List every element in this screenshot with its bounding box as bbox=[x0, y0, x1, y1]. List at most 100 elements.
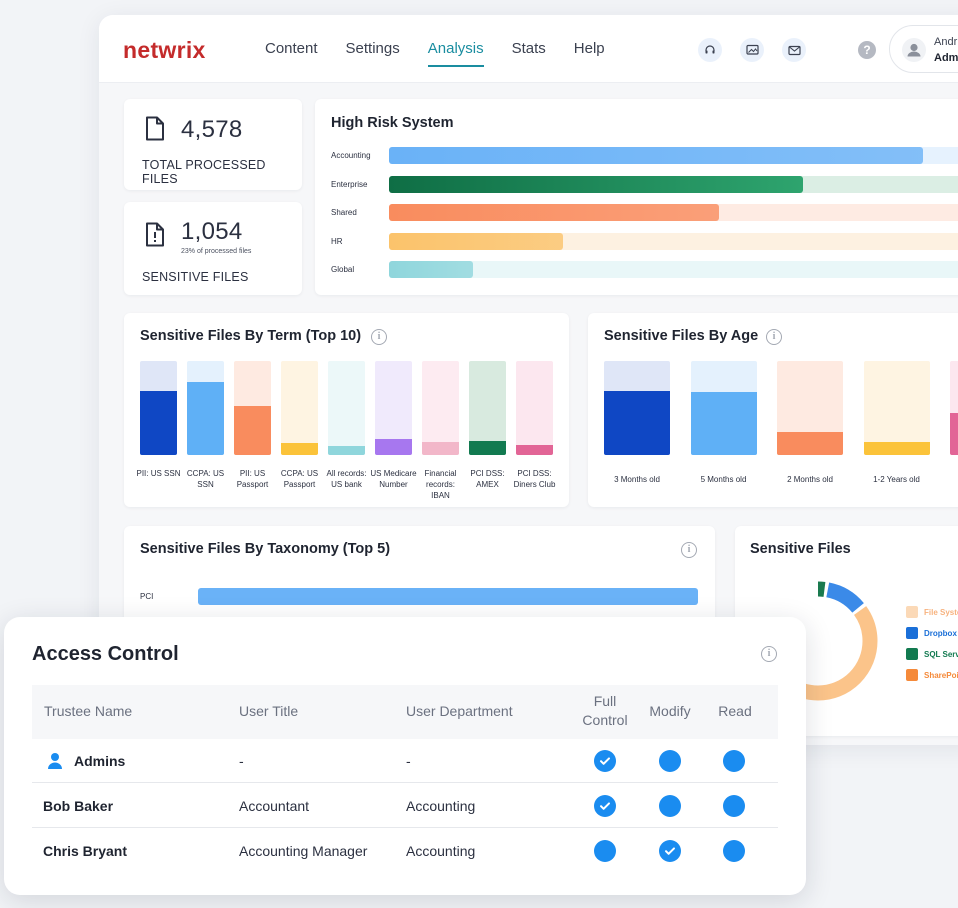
bar-track bbox=[198, 588, 698, 605]
read-toggle[interactable] bbox=[723, 795, 745, 817]
bar-label: 3 Months old bbox=[614, 475, 660, 484]
help-icon[interactable]: ? bbox=[858, 41, 876, 59]
sql-server-icon bbox=[906, 648, 918, 660]
info-icon[interactable]: i bbox=[761, 646, 777, 662]
file-icon bbox=[146, 116, 164, 141]
modify-toggle[interactable] bbox=[659, 840, 681, 862]
main-nav: Content Settings Analysis Stats Help bbox=[265, 15, 605, 83]
table-header: Trustee Name User Title User Department … bbox=[32, 685, 778, 739]
info-icon[interactable]: i bbox=[371, 329, 387, 345]
full-control-toggle[interactable] bbox=[594, 840, 616, 862]
bar bbox=[389, 204, 719, 221]
logo: netwrix bbox=[123, 37, 206, 63]
bar-fill bbox=[690, 392, 757, 455]
read-toggle[interactable] bbox=[723, 750, 745, 772]
bar-fill bbox=[950, 412, 958, 455]
nav-help[interactable]: Help bbox=[573, 40, 605, 57]
user-role: Adm bbox=[934, 52, 958, 64]
col-full-control: Full Control bbox=[582, 693, 628, 728]
user-department: - bbox=[406, 753, 411, 769]
sensitive-files-card: 1,054 23% of processed files SENSITIVE F… bbox=[124, 202, 302, 295]
top-bar: netwrix Content Settings Analysis Stats … bbox=[99, 15, 958, 83]
full-control-toggle[interactable] bbox=[594, 795, 616, 817]
user-department: Accounting bbox=[406, 798, 476, 814]
modify-toggle[interactable] bbox=[659, 750, 681, 772]
bar bbox=[140, 361, 177, 455]
nav-stats[interactable]: Stats bbox=[511, 40, 546, 57]
access-control-title: Access Control bbox=[32, 643, 179, 665]
read-toggle[interactable] bbox=[723, 840, 745, 862]
user-menu[interactable]: Andr Adm bbox=[889, 25, 958, 73]
bar-fill bbox=[187, 381, 224, 455]
bar bbox=[187, 361, 224, 455]
info-icon[interactable]: i bbox=[766, 329, 782, 345]
bar bbox=[389, 175, 803, 193]
bar-track bbox=[389, 261, 958, 278]
col-modify: Modify bbox=[649, 703, 691, 719]
sharepoint-icon bbox=[906, 669, 918, 681]
user-department: Accounting bbox=[406, 843, 476, 859]
bar-track bbox=[389, 204, 958, 221]
avatar bbox=[902, 38, 926, 62]
nav-analysis[interactable]: Analysis bbox=[427, 15, 484, 83]
image-icon[interactable] bbox=[740, 38, 764, 62]
sensitive-files-value: 1,054 bbox=[181, 218, 243, 245]
bar-fill bbox=[140, 391, 177, 455]
legend-sql-server: SQL Serv bbox=[906, 648, 958, 660]
trustee-name: Bob Baker bbox=[43, 798, 114, 814]
pie-slice bbox=[758, 581, 878, 701]
user-title: - bbox=[239, 753, 244, 769]
table-row: Chris Bryant Accounting Manager Accounting bbox=[32, 829, 778, 873]
bar-label: 1-2 Years old bbox=[873, 475, 920, 484]
bar-label: All records: US bank bbox=[326, 469, 367, 489]
bar-label: PII: US Passport bbox=[236, 469, 269, 489]
bar-fill bbox=[469, 440, 506, 455]
headset-icon[interactable] bbox=[698, 38, 722, 62]
user-name: Andr bbox=[934, 36, 958, 48]
bar-label: 5 Months old bbox=[700, 475, 747, 484]
term-card: Sensitive Files By Term (Top 10) i PII: … bbox=[124, 313, 569, 507]
col-read: Read bbox=[718, 703, 752, 719]
app-window: netwrix Content Settings Analysis Stats … bbox=[99, 15, 958, 745]
bar-label: Shared bbox=[331, 208, 357, 217]
nav-settings[interactable]: Settings bbox=[345, 40, 400, 57]
table-row: Bob Baker Accountant Accounting bbox=[32, 784, 778, 828]
access-control-card: Access Control i Trustee Name User Title… bbox=[4, 617, 806, 895]
bar-label: CCPA: US SSN bbox=[186, 469, 225, 489]
bar-fill bbox=[375, 439, 412, 455]
legend-label: Dropbox bbox=[924, 628, 957, 638]
sensitive-files-donut bbox=[758, 581, 878, 701]
mail-icon[interactable] bbox=[782, 38, 806, 62]
bar-label: US Medicare Number bbox=[370, 469, 417, 489]
total-files-card: 4,578 TOTAL PROCESSED FILES bbox=[124, 99, 302, 190]
modify-toggle[interactable] bbox=[659, 795, 681, 817]
bar bbox=[389, 147, 923, 164]
dropbox-icon bbox=[906, 627, 918, 639]
sensitive-pie-title: Sensitive Files bbox=[750, 541, 851, 557]
bar-label: PCI DSS: AMEX bbox=[470, 469, 505, 489]
col-user-department: User Department bbox=[406, 703, 513, 719]
bar-fill bbox=[604, 391, 670, 455]
user-title: Accountant bbox=[239, 798, 310, 814]
age-card: Sensitive Files By Age i 3 Months old 5 M… bbox=[588, 313, 958, 507]
bar bbox=[375, 361, 412, 455]
total-files-label: TOTAL PROCESSED FILES bbox=[142, 158, 266, 186]
bar-fill bbox=[234, 406, 271, 455]
high-risk-title: High Risk System bbox=[331, 115, 454, 131]
taxonomy-title: Sensitive Files By Taxonomy (Top 5) bbox=[140, 541, 391, 557]
table-row: Admins - - bbox=[32, 739, 778, 783]
info-icon[interactable]: i bbox=[681, 542, 697, 558]
bar-track bbox=[389, 232, 958, 250]
full-control-toggle[interactable] bbox=[594, 750, 616, 772]
col-trustee-name: Trustee Name bbox=[44, 703, 133, 719]
nav-content[interactable]: Content bbox=[265, 40, 318, 57]
bar bbox=[328, 361, 365, 455]
bar-fill bbox=[863, 441, 930, 455]
legend-sharepoint: SharePoi bbox=[906, 669, 958, 681]
bar-label: Financial records: IBAN bbox=[424, 469, 457, 500]
legend-file-system: File Syste bbox=[906, 606, 958, 618]
user-icon bbox=[48, 752, 62, 775]
bar-track bbox=[389, 175, 958, 193]
file-alert-icon bbox=[146, 222, 164, 247]
bar bbox=[469, 361, 506, 455]
